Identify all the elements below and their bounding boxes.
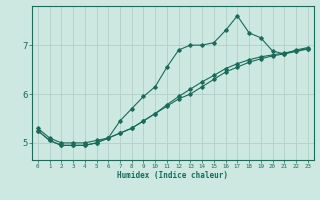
X-axis label: Humidex (Indice chaleur): Humidex (Indice chaleur) bbox=[117, 171, 228, 180]
